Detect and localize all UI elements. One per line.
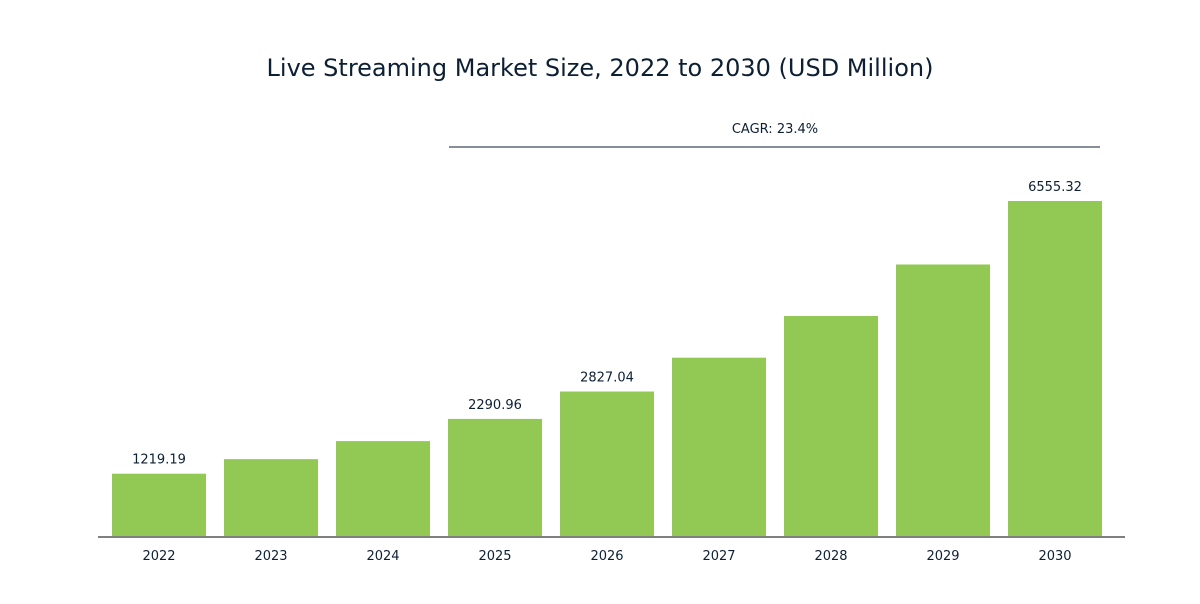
x-tick-label: 2028 (814, 549, 847, 564)
x-tick-label: 2023 (254, 549, 287, 564)
data-label: 2827.04 (580, 371, 634, 386)
x-tick-label: 2029 (926, 549, 959, 564)
bar-2023 (224, 459, 318, 536)
x-tick-label: 2030 (1038, 549, 1071, 564)
x-tick-label: 2025 (478, 549, 511, 564)
bar-2028 (784, 315, 878, 536)
cagr-annotation: CAGR: 23.4% (732, 122, 818, 137)
bar-2025 (448, 418, 542, 536)
bar-2026 (560, 391, 654, 536)
x-tick-label: 2024 (366, 549, 399, 564)
x-tick-label: 2027 (702, 549, 735, 564)
bar-2027 (672, 357, 766, 536)
x-tick-label: 2026 (590, 549, 623, 564)
chart-title: Live Streaming Market Size, 2022 to 2030… (267, 54, 934, 82)
bar-2022 (112, 473, 206, 536)
x-tick-label: 2022 (142, 549, 175, 564)
data-label: 2290.96 (468, 398, 522, 413)
bar-2029 (896, 264, 990, 536)
data-label: 1219.19 (132, 453, 186, 468)
bar-2030 (1008, 201, 1102, 536)
bar-2024 (336, 441, 430, 536)
data-label: 6555.32 (1028, 180, 1082, 195)
